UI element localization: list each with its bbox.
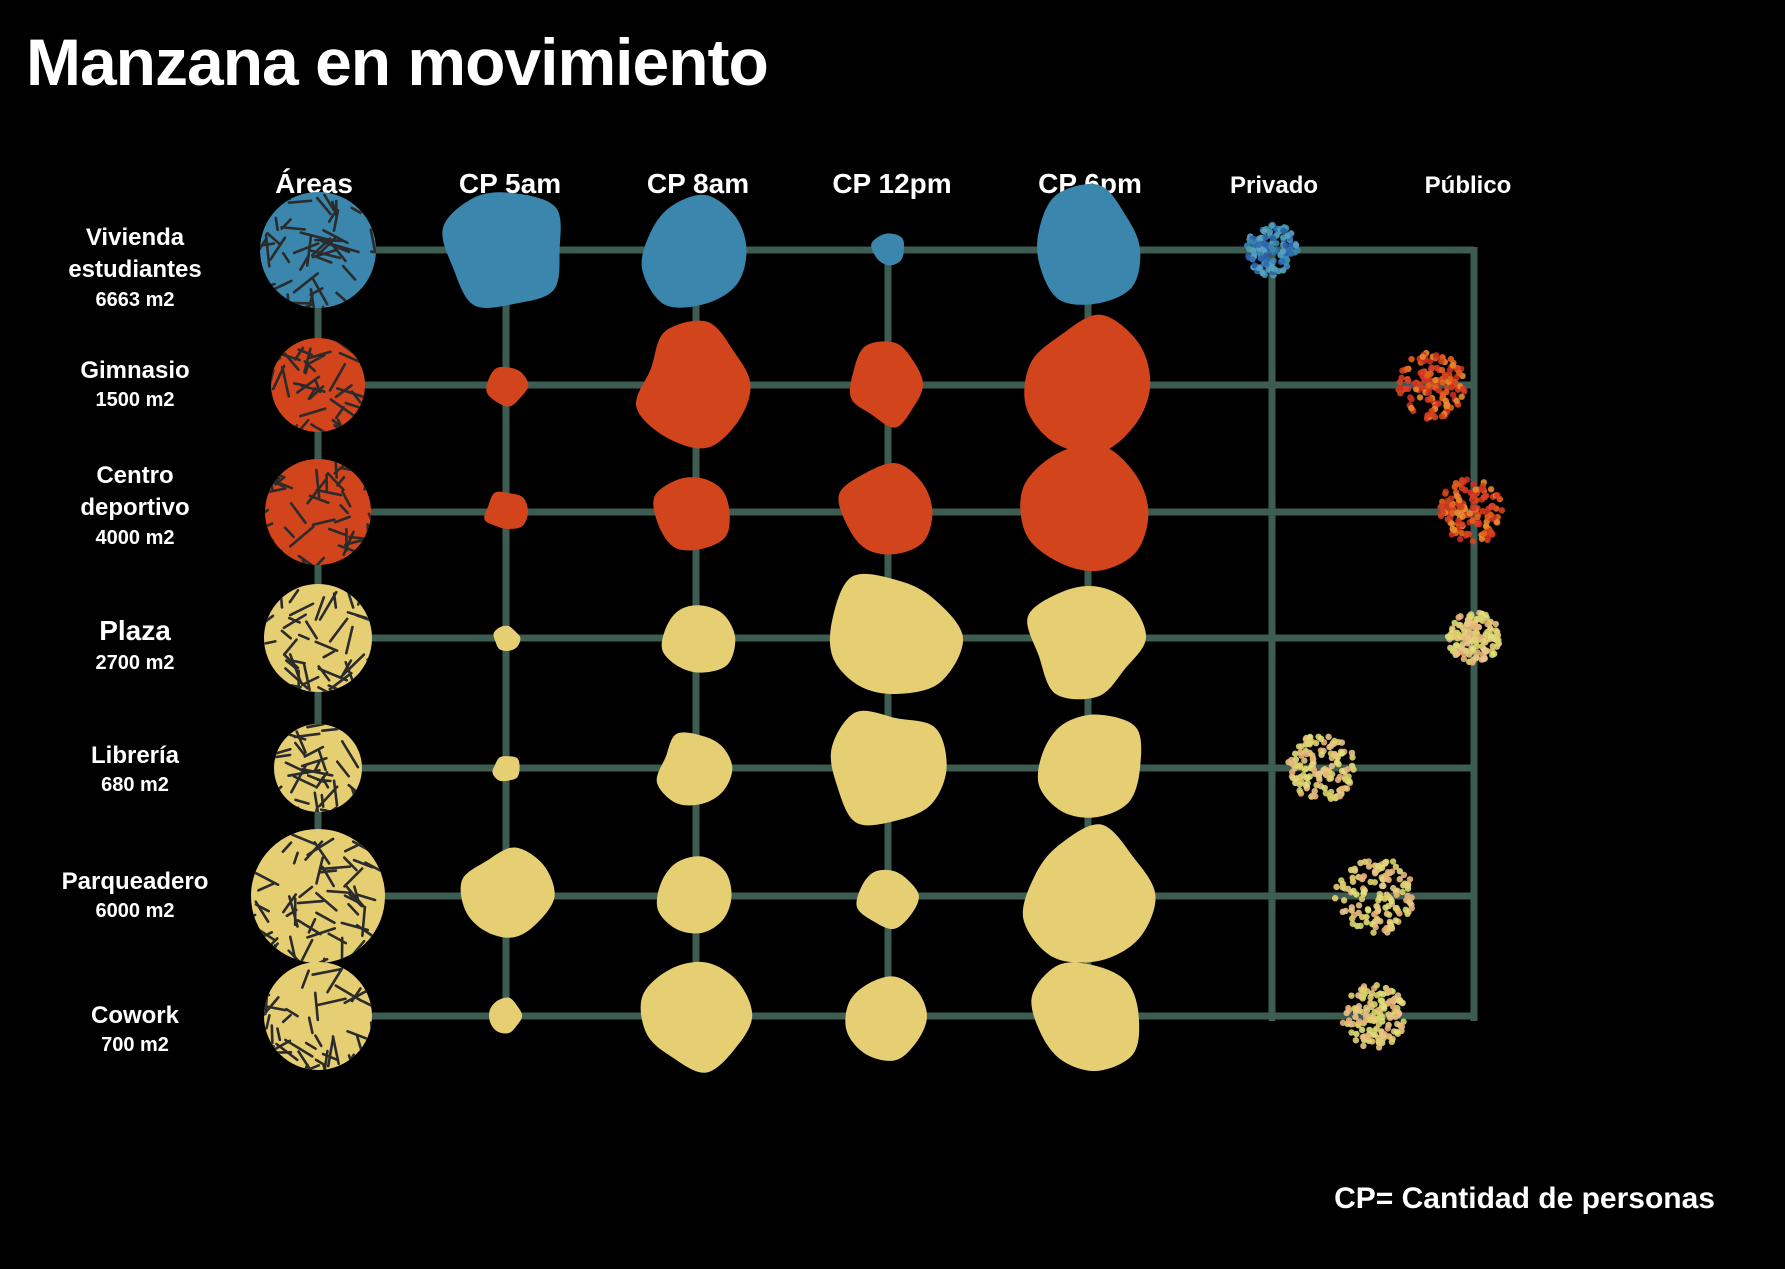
area-circle	[271, 338, 365, 432]
people-blob-cp12	[830, 710, 947, 826]
people-blob-cp8	[656, 856, 732, 934]
access-cluster	[1339, 982, 1407, 1051]
access-cluster	[1437, 476, 1506, 545]
people-blob-cp12	[838, 463, 933, 555]
area-circle-fill	[274, 724, 362, 812]
people-blob-cp6	[1020, 443, 1149, 572]
area-circle	[274, 724, 362, 812]
people-blob-cp12	[829, 573, 964, 695]
people-blob-cp12	[845, 976, 927, 1061]
people-blob-cp8	[656, 732, 733, 806]
access-cluster	[1331, 858, 1415, 936]
row-label-vivienda: Vivienda estudiantes 6663 m2	[40, 222, 230, 314]
row-area: 6000 m2	[95, 900, 175, 923]
people-blob-cp6	[1037, 183, 1141, 305]
row-name: Vivienda estudiantes	[68, 224, 202, 284]
row-label-centro-deportivo: Centro deportivo 4000 m2	[40, 460, 230, 552]
row-area: 2700 m2	[95, 651, 175, 674]
people-blob-cp5	[484, 491, 529, 530]
people-blob-cp5	[460, 847, 555, 938]
people-blob-cp12	[856, 869, 919, 930]
row-label-libreria: Librería 680 m2	[40, 740, 230, 799]
people-blob-cp6	[1027, 586, 1147, 700]
area-texture	[264, 585, 372, 692]
column-header-cp-12pm: CP 12pm	[832, 168, 952, 199]
area-circle	[264, 584, 372, 692]
row-area: 700 m2	[101, 1034, 169, 1057]
people-blob-cp8	[653, 477, 730, 551]
people-blob-cp8	[635, 320, 751, 449]
row-name: Centro deportivo	[80, 462, 190, 522]
row-name: Parqueadero	[61, 868, 209, 895]
row-label-gimnasio: Gimnasio 1500 m2	[40, 355, 230, 414]
people-blob-cp5	[442, 192, 561, 308]
area-circle	[251, 829, 385, 963]
area-circle	[264, 962, 372, 1070]
row-area: 6663 m2	[95, 288, 175, 311]
people-blob-cp5	[486, 366, 529, 407]
people-blob-cp12	[871, 233, 905, 266]
people-blob-cp5	[493, 625, 521, 651]
people-blob-cp8	[641, 194, 747, 308]
people-blob-cp12	[849, 341, 924, 428]
area-circle	[265, 459, 371, 565]
access-cluster	[1243, 221, 1301, 279]
row-label-parqueadero: Parqueadero 6000 m2	[40, 866, 230, 925]
row-area: 680 m2	[101, 774, 169, 797]
people-blob-cp5	[492, 756, 520, 782]
access-cluster	[1285, 733, 1357, 802]
row-area: 4000 m2	[95, 526, 175, 549]
column-header-privado: Privado	[1229, 172, 1319, 199]
legend-footnote: CP= Cantidad de personas	[1334, 1182, 1715, 1215]
row-name: Plaza	[99, 615, 171, 646]
people-blob-cp6	[1037, 714, 1142, 818]
access-cluster	[1395, 349, 1468, 422]
row-name: Librería	[90, 742, 180, 769]
row-name: Cowork	[90, 1002, 179, 1029]
people-blob-cp6	[1022, 824, 1156, 963]
row-label-plaza: Plaza 2700 m2	[40, 612, 230, 677]
people-blob-cp5	[488, 997, 523, 1034]
row-label-cowork: Cowork 700 m2	[40, 1000, 230, 1059]
people-blob-cp6	[1031, 962, 1140, 1072]
people-blob-cp6	[1024, 314, 1151, 454]
people-blob-cp8	[661, 605, 736, 673]
people-blob-cp8	[640, 961, 753, 1073]
area-circle-fill	[265, 459, 371, 565]
row-name: Gimnasio	[80, 357, 190, 384]
column-header-publico: Público	[1424, 172, 1512, 199]
access-cluster	[1444, 609, 1502, 666]
column-header-cp-8am: CP 8am	[646, 168, 750, 199]
grid-marks	[251, 183, 1506, 1073]
row-area: 1500 m2	[95, 389, 175, 412]
diagram-title: Manzana en movimiento	[26, 25, 769, 99]
